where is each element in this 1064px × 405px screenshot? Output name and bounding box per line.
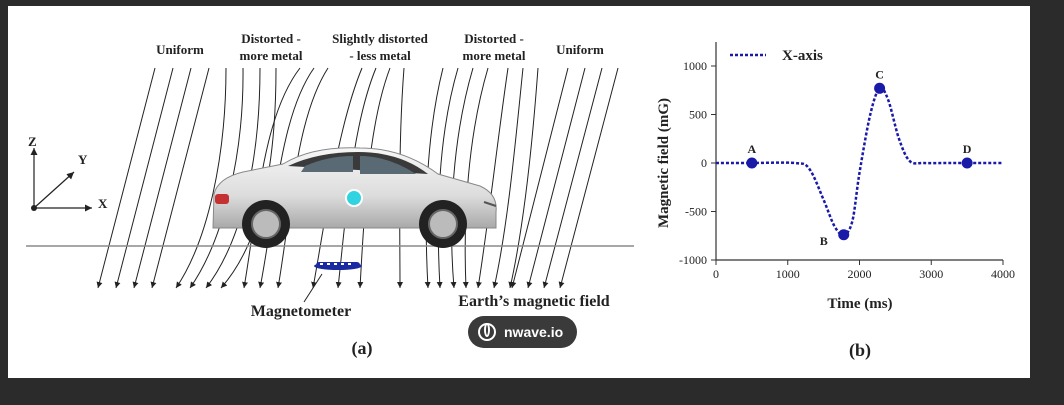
legend-label: X-axis (782, 48, 823, 64)
point-label-a: A (748, 142, 757, 156)
watermark-text: nwave.io (504, 324, 563, 340)
globe-icon (478, 323, 496, 341)
magnetometer-label: Magnetometer (251, 303, 351, 320)
label-distorted-left-2: more metal (240, 48, 303, 63)
y-tick-label: 1000 (683, 59, 707, 73)
x-tick-label: 0 (713, 267, 719, 281)
caption-b: (b) (849, 340, 871, 361)
point-label-d: D (963, 142, 972, 156)
label-uniform-left: Uniform (156, 42, 204, 57)
earth-field-label: Earth’s magnetic field (458, 293, 609, 310)
point-d (962, 158, 973, 169)
chart: 0 1000 2000 3000 4000 -1000 -500 0 500 1000 A B C D (679, 42, 1015, 281)
panel-b: 0 1000 2000 3000 4000 -1000 -500 0 500 1000 A B C D X… (656, 42, 1015, 361)
point-label-b: B (820, 234, 828, 248)
label-distorted-left-1: Distorted - (241, 31, 301, 46)
point-b (838, 229, 849, 240)
label-distorted-right-1: Distorted - (464, 31, 524, 46)
label-slight-1: Slightly distorted (332, 31, 428, 46)
legend: X-axis (730, 48, 823, 64)
panel-a: Z Y X Uniform Distorted - more metal Sli… (26, 31, 634, 359)
chart-xlabel: Time (ms) (827, 296, 892, 312)
axis-x-label: X (98, 196, 108, 211)
point-c (874, 83, 885, 94)
nwave-watermark-badge[interactable]: nwave.io (468, 316, 577, 348)
magnetometer-pointer (304, 274, 322, 302)
sensor-dot (346, 190, 362, 206)
label-distorted-right-2: more metal (463, 48, 526, 63)
y-tick-label: -500 (685, 205, 707, 219)
axis-y-label: Y (78, 152, 88, 167)
figure: Z Y X Uniform Distorted - more metal Sli… (8, 6, 1030, 378)
axis-z-label: Z (28, 134, 37, 149)
point-label-c: C (875, 67, 884, 81)
label-uniform-right: Uniform (556, 42, 604, 57)
y-tick-label: 500 (689, 108, 707, 122)
x-tick-label: 4000 (991, 267, 1015, 281)
label-slight-2: - less metal (349, 48, 411, 63)
chart-ylabel: Magnetic field (mG) (656, 98, 672, 228)
caption-a: (a) (352, 338, 373, 359)
magnetometer-device (314, 262, 362, 270)
x-tick-label: 2000 (848, 267, 872, 281)
series-line-x-axis (716, 88, 1003, 235)
x-tick-label: 1000 (776, 267, 800, 281)
y-tick-label: -1000 (679, 253, 707, 267)
x-tick-label: 3000 (919, 267, 943, 281)
y-tick-label: 0 (701, 156, 707, 170)
point-a (746, 158, 757, 169)
